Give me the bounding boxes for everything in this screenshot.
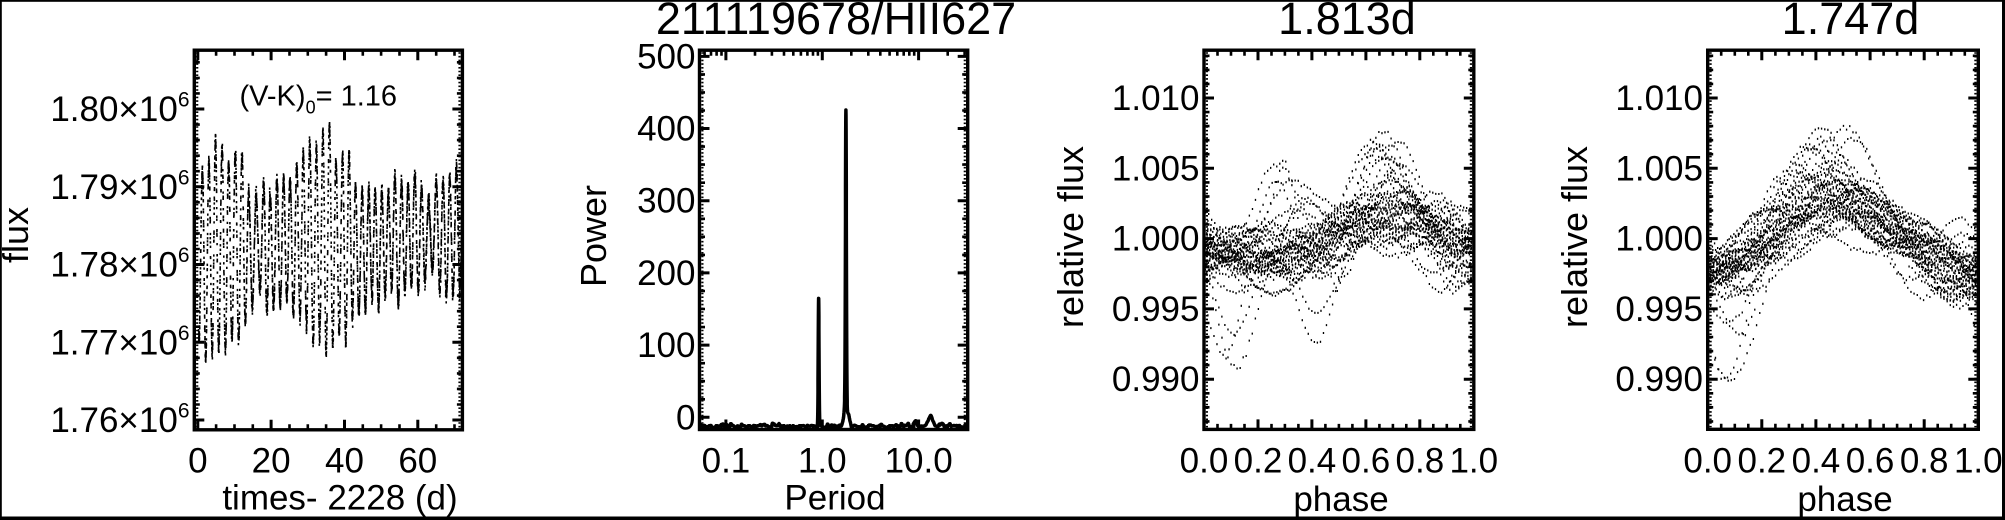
svg-text:phase: phase xyxy=(1293,480,1388,519)
svg-text:0.990: 0.990 xyxy=(1615,360,1703,399)
svg-text:1.010: 1.010 xyxy=(1615,79,1703,118)
svg-text:1.747d: 1.747d xyxy=(1782,0,1920,44)
svg-text:0.995: 0.995 xyxy=(1615,290,1703,329)
svg-text:0.8: 0.8 xyxy=(1900,442,1949,481)
svg-text:0.4: 0.4 xyxy=(1792,442,1841,481)
svg-text:1.76×106: 1.76×106 xyxy=(50,400,189,441)
svg-text:1.80×106: 1.80×106 xyxy=(50,89,189,130)
svg-text:0.1: 0.1 xyxy=(702,442,751,481)
svg-text:1.000: 1.000 xyxy=(1112,220,1200,259)
svg-text:1.77×106: 1.77×106 xyxy=(50,322,189,363)
svg-text:relative flux: relative flux xyxy=(1050,146,1091,328)
svg-text:1.005: 1.005 xyxy=(1112,149,1200,188)
svg-text:0.0: 0.0 xyxy=(1180,442,1229,481)
svg-text:(V-K)0= 1.16: (V-K)0= 1.16 xyxy=(240,81,398,118)
svg-text:Power: Power xyxy=(573,185,614,287)
svg-text:0: 0 xyxy=(188,442,207,481)
svg-text:10.0: 10.0 xyxy=(885,442,953,481)
svg-text:phase: phase xyxy=(1797,480,1892,519)
svg-text:1.0: 1.0 xyxy=(1954,442,2003,481)
svg-text:1.000: 1.000 xyxy=(1615,220,1703,259)
svg-text:1.0: 1.0 xyxy=(1449,442,1498,481)
svg-text:60: 60 xyxy=(398,442,437,481)
svg-text:400: 400 xyxy=(637,110,695,149)
svg-text:0.0: 0.0 xyxy=(1683,442,1732,481)
svg-text:0.6: 0.6 xyxy=(1846,442,1895,481)
svg-text:0.8: 0.8 xyxy=(1396,442,1445,481)
svg-text:0.4: 0.4 xyxy=(1288,442,1337,481)
svg-text:300: 300 xyxy=(637,182,695,221)
svg-text:0.6: 0.6 xyxy=(1342,442,1391,481)
svg-text:0.2: 0.2 xyxy=(1737,442,1786,481)
svg-text:20: 20 xyxy=(252,442,291,481)
svg-text:211119678/HII627: 211119678/HII627 xyxy=(656,0,1016,44)
svg-text:relative flux: relative flux xyxy=(1554,146,1595,328)
svg-text:1.78×106: 1.78×106 xyxy=(50,244,189,285)
svg-text:1.010: 1.010 xyxy=(1112,79,1200,118)
svg-text:100: 100 xyxy=(637,326,695,365)
svg-text:0.2: 0.2 xyxy=(1234,442,1283,481)
svg-text:0.990: 0.990 xyxy=(1112,360,1200,399)
svg-text:Period: Period xyxy=(784,479,885,518)
svg-text:0.995: 0.995 xyxy=(1112,290,1200,329)
svg-text:times- 2228 (d): times- 2228 (d) xyxy=(222,479,457,518)
svg-text:1.79×106: 1.79×106 xyxy=(50,166,189,207)
svg-text:500: 500 xyxy=(637,37,695,76)
svg-text:1.0: 1.0 xyxy=(798,442,847,481)
svg-text:200: 200 xyxy=(637,254,695,293)
svg-text:1.005: 1.005 xyxy=(1615,149,1703,188)
svg-text:40: 40 xyxy=(325,442,364,481)
svg-text:0: 0 xyxy=(676,398,695,437)
svg-text:1.813d: 1.813d xyxy=(1278,0,1416,44)
svg-text:flux: flux xyxy=(0,207,36,263)
